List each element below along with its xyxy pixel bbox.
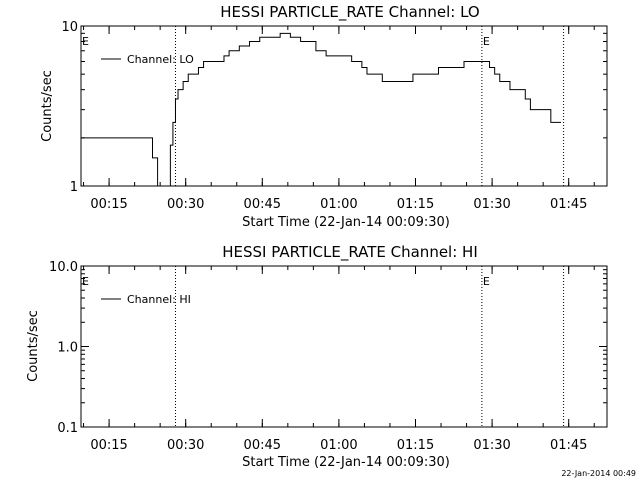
panel-lo: HESSI PARTICLE_RATE Channel: LO Counts/s… xyxy=(40,3,608,230)
panel-lo-x-tick-label: 01:30 xyxy=(473,197,510,212)
panel-hi-event-marker: E xyxy=(82,275,89,288)
panel-hi-x-axis-label: Start Time (22-Jan-14 00:09:30) xyxy=(242,455,450,470)
panel-lo-x-tick-label: 01:00 xyxy=(320,197,357,212)
panel-lo-title: HESSI PARTICLE_RATE Channel: LO xyxy=(220,3,479,22)
panel-hi: HESSI PARTICLE_RATE Channel: HI Counts/s… xyxy=(26,243,608,470)
panel-lo-x-tick-label: 00:30 xyxy=(167,197,204,212)
panel-lo-series xyxy=(81,32,562,187)
panel-hi-legend: Channel: HI xyxy=(101,293,191,306)
panel-hi-y-tick-label: 0.1 xyxy=(57,421,78,436)
panel-hi-x-tick-label: 01:15 xyxy=(397,438,434,453)
panel-hi-x-tick-label: 01:30 xyxy=(473,438,510,453)
panel-hi-y-axis-label: Counts/sec xyxy=(26,310,41,382)
panel-hi-title: HESSI PARTICLE_RATE Channel: HI xyxy=(222,243,478,262)
panel-lo-y-axis-label: Counts/sec xyxy=(40,70,55,142)
panel-lo-series-line xyxy=(81,32,562,187)
footer-timestamp: 22-Jan-2014 00:49 xyxy=(561,469,636,478)
panel-hi-y-ticks: 0.1 1.0 10.0 xyxy=(49,260,607,436)
panel-lo-x-tick-label: 01:45 xyxy=(550,197,587,212)
panel-lo-plot-frame xyxy=(80,25,608,187)
panel-lo-event-marker: E xyxy=(82,35,89,48)
panel-lo-x-tick-label: 00:45 xyxy=(244,197,281,212)
panel-lo-y-ticks: 1 10 xyxy=(61,20,607,195)
panel-hi-x-ticks: 00:15 00:30 00:45 01:00 01:15 01:30 01:45 xyxy=(83,266,595,453)
panel-lo-event-marker: E xyxy=(483,35,490,48)
panel-hi-event-marker: E xyxy=(483,275,490,288)
panel-hi-y-tick-label: 1.0 xyxy=(57,341,78,356)
panel-lo-y-tick-label: 1 xyxy=(70,180,78,195)
panel-hi-y-tick-label: 10.0 xyxy=(49,260,78,275)
panel-hi-plot-frame xyxy=(80,265,608,428)
panel-lo-legend: Channel: LO xyxy=(101,53,194,66)
panel-hi-x-tick-label: 01:45 xyxy=(550,438,587,453)
panel-lo-legend-label: Channel: LO xyxy=(127,53,194,66)
panel-hi-x-tick-label: 00:15 xyxy=(90,438,127,453)
panel-lo-x-ticks: 00:15 00:30 00:45 01:00 01:15 01:30 01:45 xyxy=(83,26,595,212)
panel-hi-x-tick-label: 00:30 xyxy=(167,438,204,453)
panel-lo-x-tick-label: 00:15 xyxy=(90,197,127,212)
panel-hi-x-tick-label: 00:45 xyxy=(244,438,281,453)
panel-lo-x-axis-label: Start Time (22-Jan-14 00:09:30) xyxy=(242,215,450,230)
panel-lo-x-tick-label: 01:15 xyxy=(397,197,434,212)
panel-lo-y-tick-label: 10 xyxy=(61,20,78,35)
panel-hi-x-tick-label: 01:00 xyxy=(320,438,357,453)
panel-hi-legend-label: Channel: HI xyxy=(127,293,191,306)
